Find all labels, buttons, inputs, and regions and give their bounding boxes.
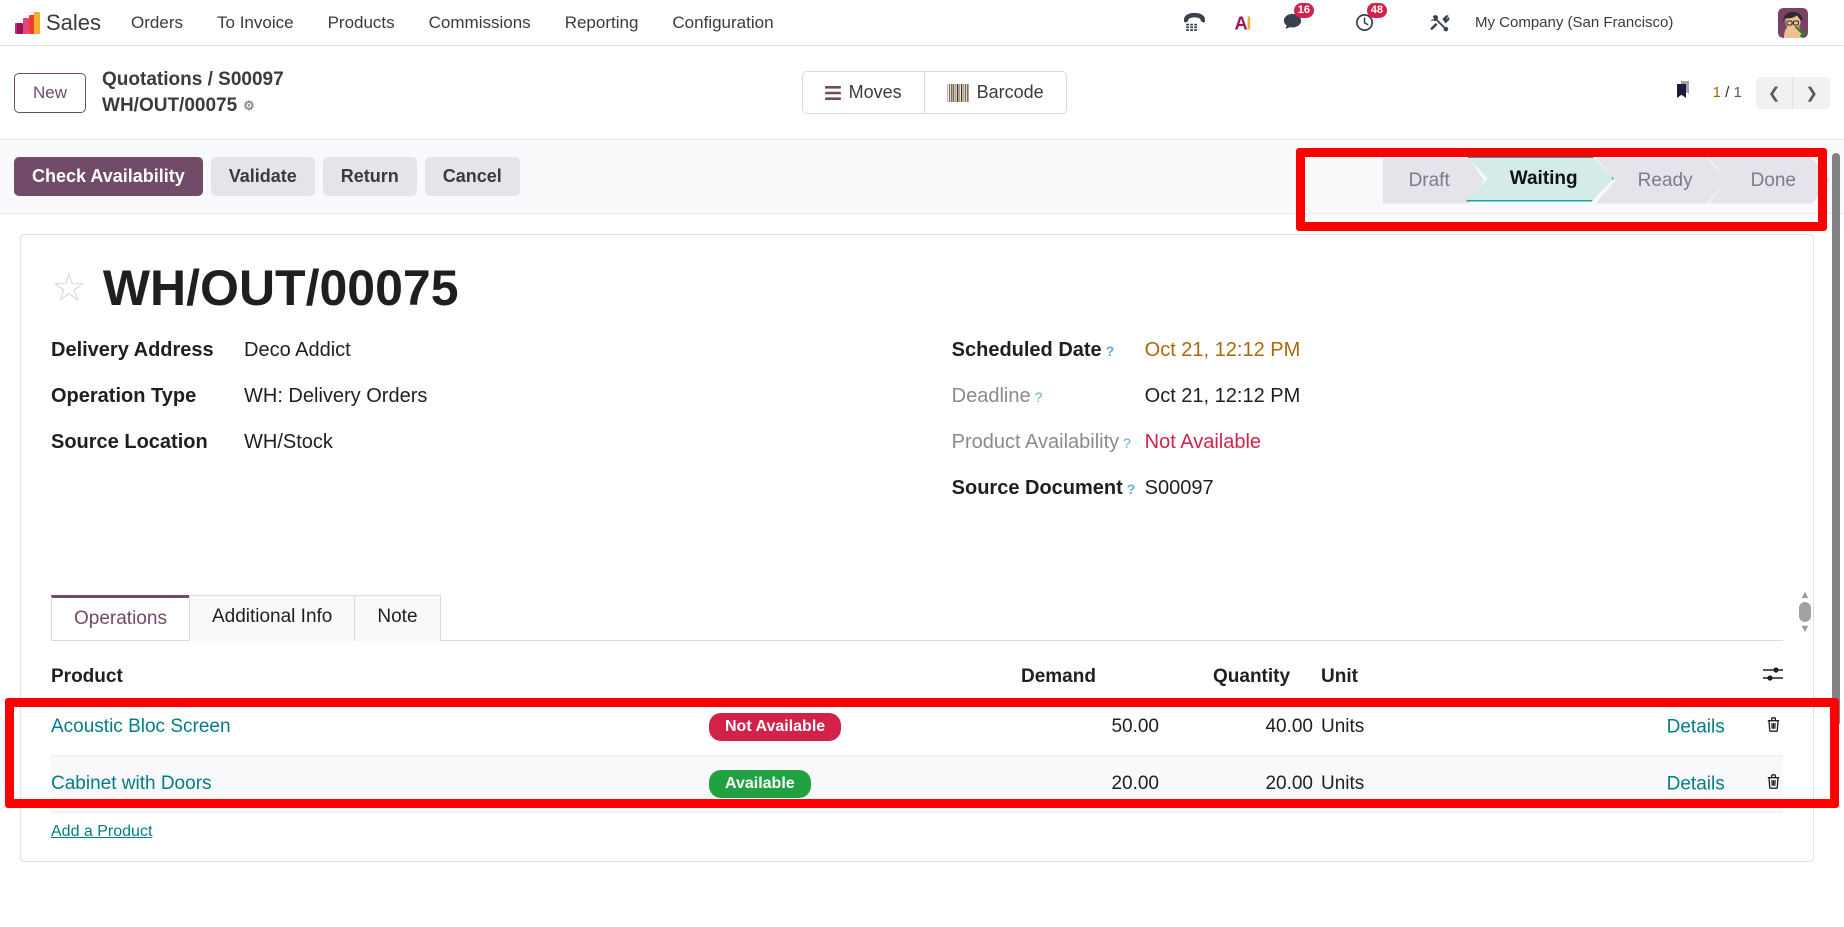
svg-text:I: I <box>1246 13 1251 33</box>
